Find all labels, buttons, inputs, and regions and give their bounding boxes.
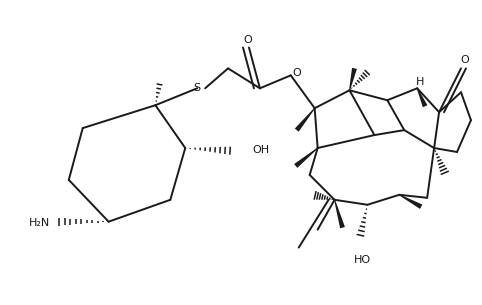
Text: HO: HO — [354, 254, 371, 264]
Text: H₂N: H₂N — [29, 218, 50, 228]
Text: O: O — [461, 56, 469, 65]
Polygon shape — [417, 88, 428, 107]
Text: S: S — [194, 83, 201, 93]
Polygon shape — [294, 148, 318, 168]
Text: O: O — [293, 68, 302, 78]
Polygon shape — [399, 194, 422, 209]
Polygon shape — [295, 108, 315, 132]
Text: H: H — [416, 77, 424, 87]
Polygon shape — [334, 200, 345, 228]
Text: O: O — [243, 34, 253, 45]
Polygon shape — [349, 68, 357, 90]
Text: OH: OH — [252, 145, 269, 155]
